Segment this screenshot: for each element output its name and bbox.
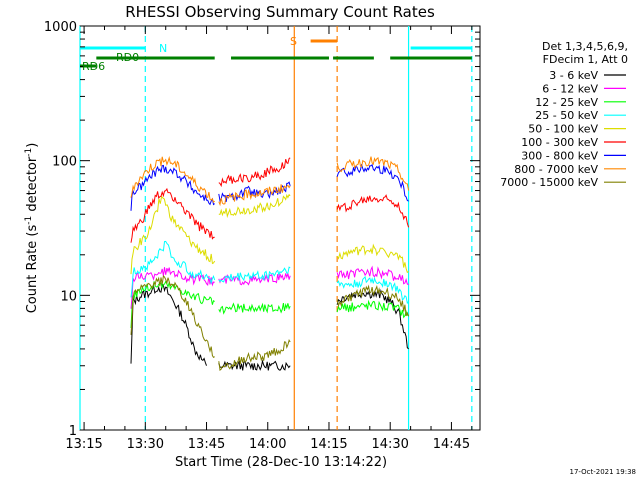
- vertical-markers: [79, 26, 473, 430]
- series-line: [336, 156, 410, 191]
- x-tick-label: 13:15: [65, 437, 102, 452]
- series-line: [218, 193, 291, 219]
- series-line: [130, 280, 215, 329]
- series-line: [218, 157, 291, 188]
- x-axis-label: Start Time (28-Dec-10 13:14:22): [175, 455, 387, 470]
- annotation-s: S: [290, 35, 297, 48]
- series-line: [336, 275, 409, 305]
- series-line: [336, 163, 409, 202]
- series-line: [336, 265, 409, 286]
- legend: Det 1,3,4,5,6,9, FDecim 1, Att 0 3 - 6 k…: [500, 40, 628, 189]
- annotation-rd0: RD0: [116, 51, 139, 64]
- legend-label: 6 - 12 keV: [542, 82, 598, 95]
- series-line: [130, 274, 215, 358]
- series-line: [218, 184, 291, 207]
- legend-label: 800 - 7000 keV: [514, 163, 598, 176]
- series-line: [130, 164, 215, 211]
- x-tick-label: 14:45: [433, 437, 470, 452]
- series-line: [218, 302, 291, 315]
- series-line: [130, 195, 216, 275]
- legend-label: 25 - 50 keV: [535, 109, 598, 122]
- legend-label: 7000 - 15000 keV: [500, 176, 598, 189]
- series-line: [130, 187, 215, 243]
- axis-ticks: 13:15 13:30 13:45 14:00 14:15 14:30 14:45 1 10 10…: [44, 20, 480, 452]
- series-line: [218, 359, 291, 371]
- y-tick-label: 1: [69, 424, 77, 439]
- series-line: [336, 243, 409, 274]
- annotation-rd6: RD6: [82, 60, 105, 73]
- y-tick-label: 1000: [44, 20, 77, 35]
- x-tick-label: 14:00: [249, 437, 286, 452]
- generated-timestamp: 17-Oct-2021 19:38: [570, 468, 636, 476]
- legend-label: 12 - 25 keV: [535, 96, 598, 109]
- series-line: [336, 284, 410, 317]
- status-bars: [80, 39, 472, 68]
- x-tick-label: 14:15: [310, 437, 347, 452]
- y-axis-label: Count Rate (s-1 detector-1): [24, 143, 40, 314]
- series-line: [218, 338, 291, 372]
- series-line: [130, 283, 207, 366]
- legend-label: 3 - 6 keV: [549, 69, 598, 82]
- chart-title: RHESSI Observing Summary Count Rates: [125, 3, 435, 21]
- legend-label: 100 - 300 keV: [521, 136, 598, 149]
- legend-label: 50 - 100 keV: [528, 123, 598, 136]
- series-line: [130, 267, 215, 309]
- legend-label: 300 - 800 keV: [521, 149, 598, 162]
- y-tick-label: 10: [60, 289, 77, 304]
- series-line: [130, 240, 216, 298]
- series-line: [130, 155, 215, 203]
- legend-header-line-1: Det 1,3,4,5,6,9,: [542, 40, 628, 53]
- series-line: [336, 299, 409, 319]
- series-line: [218, 266, 291, 283]
- y-tick-label: 100: [52, 155, 77, 170]
- x-tick-label: 14:30: [371, 437, 408, 452]
- x-tick-label: 13:30: [127, 437, 164, 452]
- legend-header-line-2: FDecim 1, Att 0: [543, 53, 628, 66]
- series-group: [130, 155, 410, 372]
- x-tick-label: 13:45: [188, 437, 225, 452]
- series-line: [218, 273, 291, 286]
- annotation-n: N: [159, 42, 167, 55]
- series-line: [336, 194, 410, 228]
